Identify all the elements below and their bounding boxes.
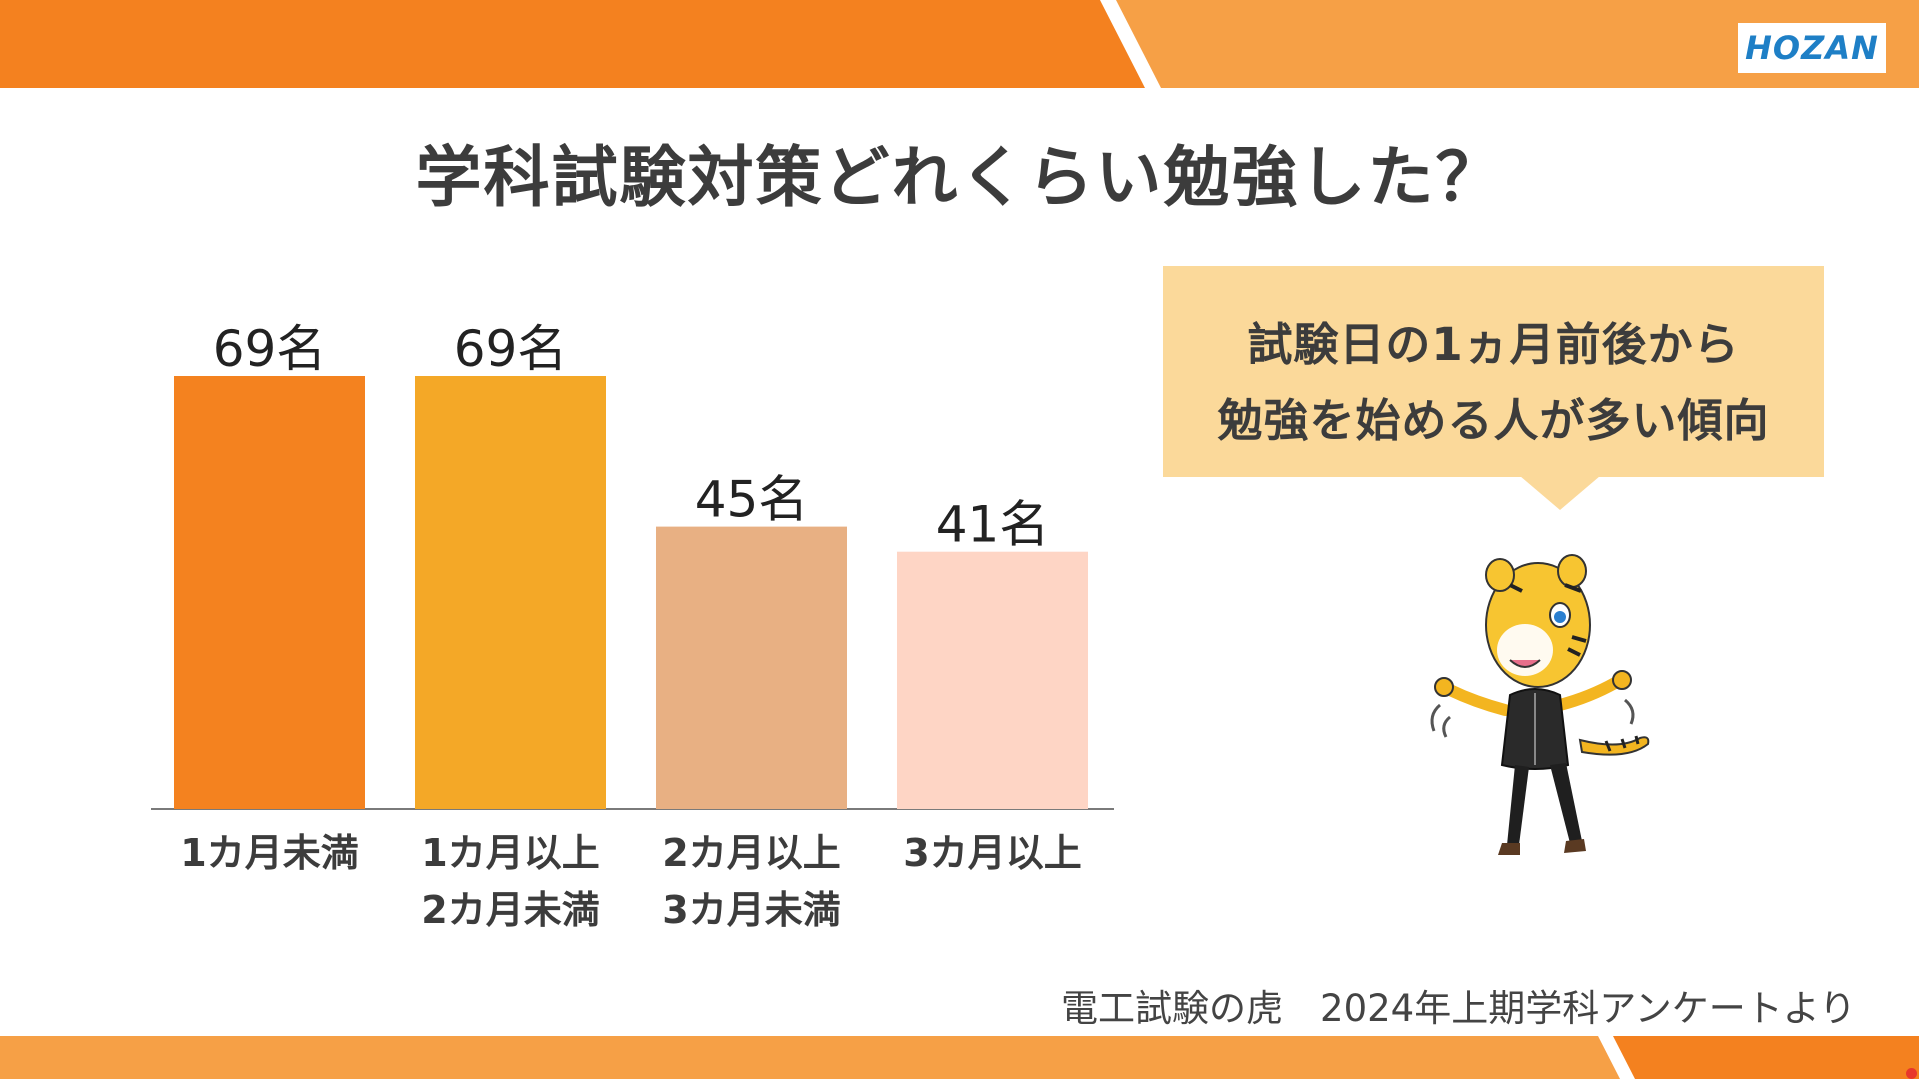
- footer-band: [0, 1036, 1919, 1079]
- bar-3: [656, 526, 847, 809]
- corner-dot: [1906, 1068, 1917, 1079]
- category-label-2-line-1: 1カ月以上: [421, 831, 599, 875]
- bar-4: [897, 551, 1088, 809]
- category-label-2-line-2: 2カ月未満: [421, 888, 599, 932]
- category-label-3-line-1: 2カ月以上: [662, 831, 840, 875]
- callout-tail: [1520, 476, 1600, 510]
- bar-value-label-1: 69名: [213, 320, 327, 378]
- header-band: [0, 0, 1919, 88]
- bar-value-label-3: 45名: [695, 471, 809, 529]
- category-label-1-line-1: 1カ月未満: [180, 831, 358, 875]
- hozan-logo: HOZAN: [1738, 23, 1886, 73]
- tiger-mascot-illustration: [1430, 554, 1650, 855]
- logo-text: HOZAN: [1745, 29, 1879, 67]
- callout-text-line-1: 試験日の1ヵ月前後から: [1247, 318, 1740, 371]
- source-note: 電工試験の虎 2024年上期学科アンケートより: [1061, 987, 1856, 1030]
- page-title: 学科試験対策どれくらい勉強した？: [415, 139, 1504, 216]
- category-label-3-line-2: 3カ月未満: [662, 888, 840, 932]
- bar-1: [174, 376, 365, 809]
- bar-value-label-2: 69名: [454, 320, 568, 378]
- bar-2: [415, 376, 606, 809]
- callout-text-line-2: 勉強を始める人が多い傾向: [1217, 394, 1770, 447]
- callout-box: 試験日の1ヵ月前後から 勉強を始める人が多い傾向: [1163, 266, 1824, 477]
- bar-value-label-4: 41名: [936, 496, 1050, 554]
- category-label-4-line-1: 3カ月以上: [903, 831, 1081, 875]
